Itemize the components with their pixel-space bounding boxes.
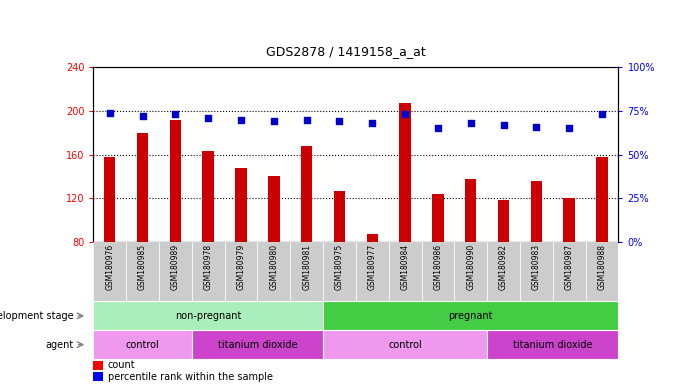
Bar (159, 242, 192, 301)
Bar (225, 242, 257, 301)
Bar (366, 234, 378, 242)
Bar (93, 361, 103, 369)
Bar (93, 372, 103, 381)
Point (104, 109, 115, 116)
Bar (202, 151, 214, 242)
Text: GDS2878 / 1419158_a_at: GDS2878 / 1419158_a_at (265, 45, 426, 58)
Point (564, 125, 575, 131)
Text: count: count (108, 360, 135, 370)
Text: GSM180989: GSM180989 (171, 244, 180, 290)
Text: GSM180976: GSM180976 (105, 244, 114, 290)
Bar (93, 301, 323, 330)
Bar (498, 200, 509, 242)
Text: agent: agent (46, 339, 74, 350)
Text: GSM180984: GSM180984 (401, 244, 410, 290)
Bar (192, 242, 225, 301)
Bar (301, 146, 312, 242)
Bar (235, 168, 247, 242)
Bar (531, 181, 542, 242)
Text: titanium dioxide: titanium dioxide (513, 339, 593, 350)
Text: GSM180982: GSM180982 (499, 244, 508, 290)
Point (268, 118, 279, 124)
Point (202, 115, 214, 121)
Bar (126, 242, 159, 301)
Text: GSM180975: GSM180975 (335, 244, 344, 290)
Bar (268, 176, 280, 242)
Bar (388, 242, 422, 301)
Text: GSM180987: GSM180987 (565, 244, 574, 290)
Bar (356, 242, 388, 301)
Bar (487, 330, 618, 359)
Point (301, 117, 312, 123)
Text: non-pregnant: non-pregnant (175, 311, 241, 321)
Point (137, 113, 148, 119)
Point (531, 124, 542, 130)
Bar (93, 242, 126, 301)
Text: GSM180980: GSM180980 (269, 244, 278, 290)
Bar (323, 301, 618, 330)
Bar (553, 242, 586, 301)
Text: development stage: development stage (0, 311, 74, 321)
Bar (334, 190, 346, 242)
Text: GSM180977: GSM180977 (368, 244, 377, 290)
Text: GSM180981: GSM180981 (302, 244, 311, 290)
Point (498, 122, 509, 128)
Text: control: control (126, 339, 160, 350)
Text: GSM180979: GSM180979 (236, 244, 245, 290)
Bar (104, 157, 115, 242)
Bar (586, 242, 618, 301)
Text: percentile rank within the sample: percentile rank within the sample (108, 371, 273, 382)
Bar (399, 103, 411, 242)
Bar (465, 179, 477, 242)
Bar (290, 242, 323, 301)
Text: GSM180978: GSM180978 (204, 244, 213, 290)
Text: GSM180986: GSM180986 (433, 244, 442, 290)
Bar (93, 330, 192, 359)
Bar (520, 242, 553, 301)
Point (236, 117, 247, 123)
Bar (323, 330, 487, 359)
Bar (487, 242, 520, 301)
Point (334, 118, 345, 124)
Bar (455, 242, 487, 301)
Point (367, 120, 378, 126)
Point (465, 120, 476, 126)
Point (170, 111, 181, 118)
Text: GSM180990: GSM180990 (466, 244, 475, 290)
Bar (257, 242, 290, 301)
Bar (192, 330, 323, 359)
Text: GSM180985: GSM180985 (138, 244, 147, 290)
Text: control: control (388, 339, 422, 350)
Bar (563, 198, 575, 242)
Bar (169, 120, 181, 242)
Bar (323, 242, 356, 301)
Point (433, 125, 444, 131)
Text: pregnant: pregnant (448, 311, 493, 321)
Text: GSM180983: GSM180983 (532, 244, 541, 290)
Point (596, 111, 607, 118)
Text: GSM180988: GSM180988 (598, 244, 607, 290)
Bar (432, 194, 444, 242)
Point (399, 111, 410, 118)
Text: titanium dioxide: titanium dioxide (218, 339, 297, 350)
Bar (596, 157, 608, 242)
Bar (137, 133, 149, 242)
Bar (422, 242, 455, 301)
